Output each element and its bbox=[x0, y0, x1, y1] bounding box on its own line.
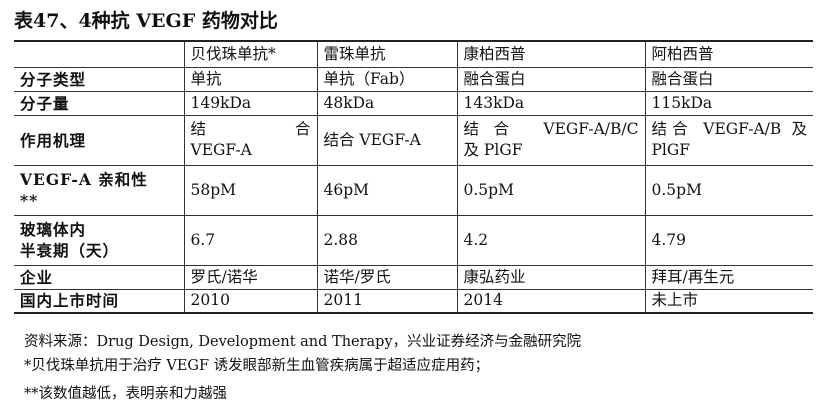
table-cell: 48kDa bbox=[316, 91, 457, 116]
header-cell-conbercept: 康柏西普 bbox=[456, 40, 645, 68]
table-cell: 融合蛋白 bbox=[644, 67, 813, 92]
footnote-affinity: **该数值越低，表明亲和力越强 bbox=[24, 386, 227, 402]
header-cell-bevacizumab: 贝伐珠单抗* bbox=[183, 40, 317, 68]
header-cell-aflibercept: 阿柏西普 bbox=[644, 40, 813, 68]
table-cell: 2.88 bbox=[316, 215, 457, 266]
table-cell: 2010 bbox=[183, 289, 317, 314]
table-cell: 2011 bbox=[316, 289, 457, 314]
table-cell: 143kDa bbox=[456, 91, 645, 116]
table-row: 企业 罗氏/诺华 诺华/罗氏 康弘药业 拜耳/再生元 bbox=[14, 265, 813, 290]
table-row: 分子量 149kDa 48kDa 143kDa 115kDa bbox=[14, 91, 813, 116]
comparison-table: 贝伐珠单抗* 雷珠单抗 康柏西普 阿柏西普 分子类型 单抗 单抗（Fab） 融合… bbox=[14, 40, 813, 314]
table-cell: 结合 VEGF-A bbox=[316, 115, 457, 166]
row-label-launch-year: 国内上市时间 bbox=[14, 289, 184, 314]
row-label-mechanism: 作用机理 bbox=[14, 115, 184, 166]
table-cell: 6.7 bbox=[183, 215, 317, 266]
table-cell: 115kDa bbox=[644, 91, 813, 116]
table-cell: 58pM bbox=[183, 165, 317, 216]
table-cell: 2014 bbox=[456, 289, 645, 314]
table-cell: 拜耳/再生元 bbox=[644, 265, 813, 290]
table-cell: 结合 VEGF-A/B 及 PlGF bbox=[644, 115, 813, 166]
table-cell: 结合 VEGF-A bbox=[183, 115, 317, 166]
source-note: 资料来源：Drug Design, Development and Therap… bbox=[24, 334, 582, 350]
table-cell: 结合 VEGF-A/B/C 及 PlGF bbox=[456, 115, 645, 166]
row-label-half-life: 玻璃体内 半衰期（天） bbox=[14, 215, 184, 266]
table-cell: 罗氏/诺华 bbox=[183, 265, 317, 290]
table-cell: 0.5pM bbox=[456, 165, 645, 216]
header-cell-ranibizumab: 雷珠单抗 bbox=[316, 40, 457, 68]
table-cell: 未上市 bbox=[644, 289, 813, 314]
row-label-company: 企业 bbox=[14, 265, 184, 290]
table-cell: 46pM bbox=[316, 165, 457, 216]
row-label-molecular-weight: 分子量 bbox=[14, 91, 184, 116]
header-row: 贝伐珠单抗* 雷珠单抗 康柏西普 阿柏西普 bbox=[14, 40, 813, 68]
table-cell: 单抗（Fab） bbox=[316, 67, 457, 92]
table-row: VEGF-A 亲和性 ** 58pM 46pM 0.5pM 0.5pM bbox=[14, 165, 813, 216]
table-cell: 4.2 bbox=[456, 215, 645, 266]
table-row: 玻璃体内 半衰期（天） 6.7 2.88 4.2 4.79 bbox=[14, 215, 813, 266]
table-cell: 诺华/罗氏 bbox=[316, 265, 457, 290]
table-row: 作用机理 结合 VEGF-A 结合 VEGF-A 结合 VEGF-A/B/C 及… bbox=[14, 115, 813, 166]
table-row: 分子类型 单抗 单抗（Fab） 融合蛋白 融合蛋白 bbox=[14, 67, 813, 92]
table-cell: 康弘药业 bbox=[456, 265, 645, 290]
table-title: 表47、4种抗 VEGF 药物对比 bbox=[14, 10, 278, 32]
footnote-off-label: *贝伐珠单抗用于治疗 VEGF 诱发眼部新生血管疾病属于超适应症用药； bbox=[24, 358, 490, 374]
table-cell: 单抗 bbox=[183, 67, 317, 92]
table-cell: 融合蛋白 bbox=[456, 67, 645, 92]
table-cell: 0.5pM bbox=[644, 165, 813, 216]
table-row: 国内上市时间 2010 2011 2014 未上市 bbox=[14, 289, 813, 314]
row-label-affinity: VEGF-A 亲和性 ** bbox=[14, 165, 184, 216]
header-cell-empty bbox=[14, 40, 184, 68]
table-cell: 149kDa bbox=[183, 91, 317, 116]
row-label-molecule-type: 分子类型 bbox=[14, 67, 184, 92]
table-cell: 4.79 bbox=[644, 215, 813, 266]
